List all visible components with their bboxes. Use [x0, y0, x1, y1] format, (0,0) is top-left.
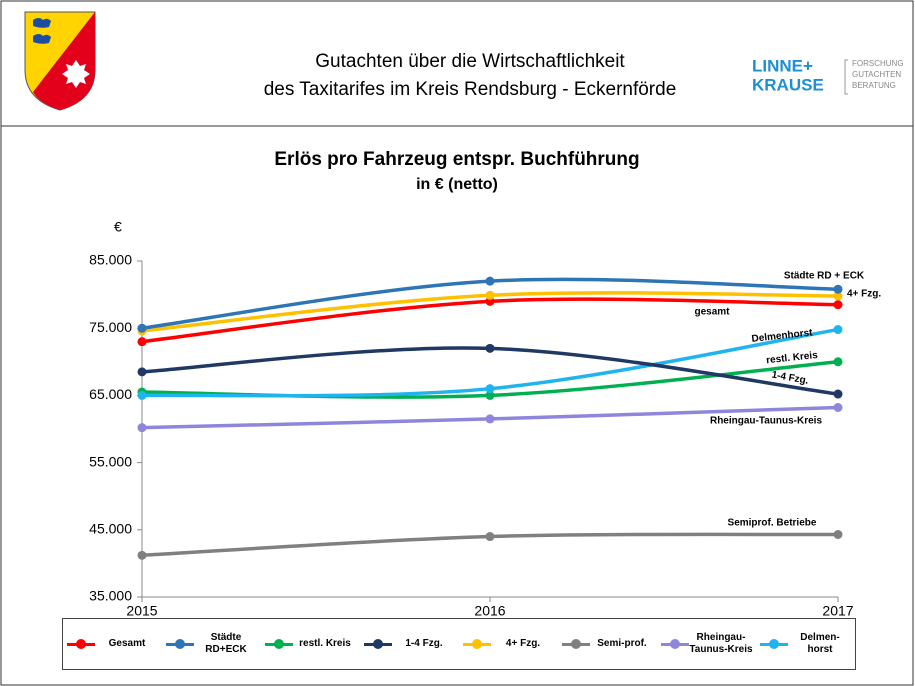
annotation: Semiprof. Betriebe — [728, 518, 817, 529]
legend-marker — [364, 639, 392, 649]
legend-item: 1-4 Fzg. — [360, 619, 459, 669]
legend-dot — [670, 639, 680, 649]
legend-item: restl. Kreis — [261, 619, 360, 669]
data-point — [137, 323, 147, 333]
coat-of-arms — [24, 11, 96, 111]
data-point — [833, 530, 843, 540]
logo-tagline: FORSCHUNG — [852, 59, 904, 68]
legend-marker — [760, 639, 788, 649]
chart-subtitle: in € (netto) — [416, 176, 498, 193]
logo-bracket — [844, 59, 848, 95]
x-tick-label: 2017 — [822, 603, 853, 619]
logo-tagline: BERATUNG — [852, 81, 896, 90]
header-title: des Taxitarifes im Kreis Rendsburg - Eck… — [264, 79, 677, 100]
legend-marker — [67, 639, 95, 649]
data-point — [137, 367, 147, 377]
data-point — [137, 337, 147, 347]
legend-label: Rheingau-Taunus-Kreis — [689, 632, 753, 655]
x-tick-label: 2015 — [126, 603, 157, 619]
y-tick-label: 45.000 — [89, 521, 132, 537]
legend-dot — [175, 639, 185, 649]
header-title: Gutachten über die Wirtschaftlichkeit — [315, 51, 625, 72]
legend-item: Semi-prof. — [558, 619, 657, 669]
legend-label: Gesamt — [108, 638, 146, 649]
legend-dot — [76, 639, 86, 649]
legend-item: Delmen-horst — [756, 619, 855, 669]
legend-label: Delmen-horst — [800, 632, 840, 655]
legend-item: Städte RD+ECK — [162, 619, 261, 669]
data-point — [833, 291, 843, 301]
legend-item: Rheingau-Taunus-Kreis — [657, 619, 756, 669]
legend-marker — [463, 639, 491, 649]
data-point — [485, 343, 495, 353]
y-tick-label: 75.000 — [89, 319, 132, 335]
x-tick-label: 2016 — [474, 603, 505, 619]
y-tick-label: 35.000 — [89, 588, 132, 604]
data-point — [833, 389, 843, 399]
legend-dot — [571, 639, 581, 649]
data-point — [833, 300, 843, 310]
data-point — [485, 290, 495, 300]
data-point — [485, 384, 495, 394]
data-point — [485, 532, 495, 542]
legend-label: Semi-prof. — [597, 638, 647, 649]
data-point — [137, 423, 147, 433]
legend-dot — [373, 639, 383, 649]
data-point — [137, 390, 147, 400]
legend-label: Städte RD+ECK — [205, 632, 247, 655]
logo-text: KRAUSE — [752, 75, 824, 94]
chart-title: Erlös pro Fahrzeug entspr. Buchführung — [274, 149, 639, 170]
legend-item: Gesamt — [63, 619, 162, 669]
legend-label: 4+ Fzg. — [505, 638, 541, 649]
data-point — [833, 325, 843, 335]
legend-marker — [265, 639, 293, 649]
legend-dot — [472, 639, 482, 649]
legend: Gesamt Städte RD+ECK restl. Kreis 1-4 Fzg. 4… — [62, 618, 856, 670]
legend-marker — [562, 639, 590, 649]
legend-label: restl. Kreis — [299, 638, 351, 649]
data-point — [485, 276, 495, 286]
data-point — [485, 390, 495, 400]
data-point — [833, 402, 843, 412]
legend-dot — [769, 639, 779, 649]
logo-text: LINNE+ — [752, 56, 813, 75]
y-tick-label: 85.000 — [89, 252, 132, 268]
legend-label: 1-4 Fzg. — [405, 638, 443, 649]
annotation: restl. Kreis — [766, 350, 819, 366]
legend-dot — [274, 639, 284, 649]
data-point — [833, 357, 843, 367]
y-axis-label: € — [114, 219, 122, 235]
annotation: Delmenhorst — [751, 327, 814, 344]
annotation: Rheingau-Taunus-Kreis — [710, 416, 822, 427]
legend-item: 4+ Fzg. — [459, 619, 558, 669]
y-tick-label: 65.000 — [89, 386, 132, 402]
data-point — [485, 414, 495, 424]
legend-marker — [661, 639, 689, 649]
data-point — [833, 284, 843, 294]
annotation: gesamt — [694, 307, 730, 318]
data-point — [137, 550, 147, 560]
annotation: Städte RD + ECK — [784, 271, 865, 282]
legend-marker — [166, 639, 194, 649]
y-tick-label: 55.000 — [89, 453, 132, 469]
annotation: 4+ Fzg. — [847, 289, 881, 300]
logo-tagline: GUTACHTEN — [852, 70, 901, 79]
